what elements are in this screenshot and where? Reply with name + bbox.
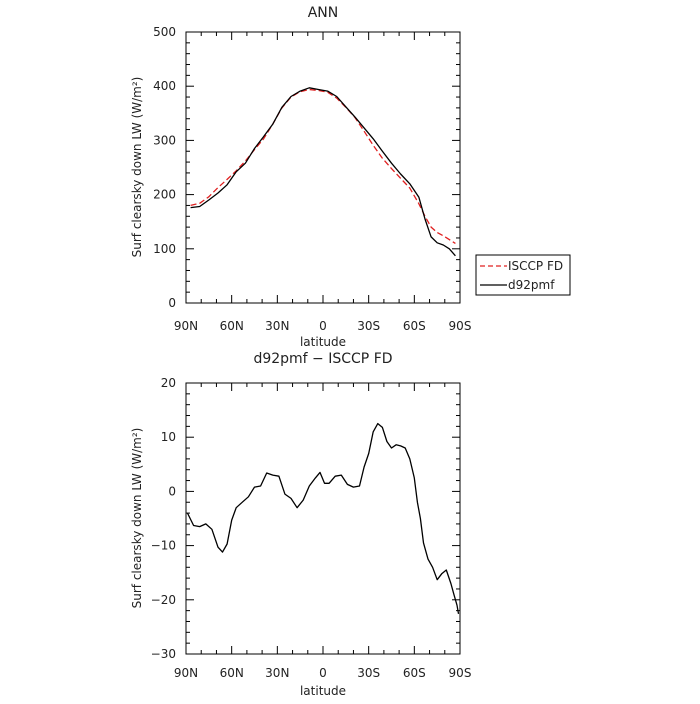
- panel1-series-line-d92pmf: [190, 87, 456, 257]
- legend-box: [475, 254, 571, 296]
- panel1-xtick-label: 0: [319, 319, 327, 333]
- panel1-ticks: [185, 31, 461, 304]
- panel2-ytick-label: −20: [151, 593, 176, 607]
- panel2-series-line-difference: [186, 422, 460, 615]
- panel1-xtick-label: 60N: [220, 319, 244, 333]
- panel1-x-axis-label: latitude: [300, 335, 346, 349]
- panel2-plot-frame: [185, 382, 461, 655]
- legend: ISCCP FD d92pmf: [475, 254, 571, 296]
- panel2-xtick-label: 30S: [357, 666, 380, 680]
- panel2-ytick-label: 0: [168, 484, 176, 498]
- legend-label-isccp: ISCCP FD: [508, 259, 563, 273]
- panel1-xtick-label: 60S: [403, 319, 426, 333]
- panel2-xtick-label: 90S: [449, 666, 472, 680]
- panel2-series-group: [186, 422, 460, 615]
- panel1-ytick-label: 400: [153, 79, 176, 93]
- panel1-series-line-isccp-fd: [190, 88, 456, 244]
- panel2-xtick-label: 0: [319, 666, 327, 680]
- panel1-xtick-label: 30N: [265, 319, 289, 333]
- panel-difference: d92pmf − ISCCP FD 90N 60N 30N 0 30S 60S …: [130, 351, 471, 698]
- panel1-ytick-label: 200: [153, 188, 176, 202]
- panel2-title: d92pmf − ISCCP FD: [253, 351, 392, 367]
- panel2-x-tick-labels: 90N 60N 30N 0 30S 60S 90S: [174, 666, 472, 680]
- panel2-x-axis-label: latitude: [300, 684, 346, 698]
- panel1-xtick-label: 90N: [174, 319, 198, 333]
- panel1-ytick-label: 0: [168, 296, 176, 310]
- panel2-ytick-label: 10: [161, 430, 176, 444]
- panel2-xtick-label: 60S: [403, 666, 426, 680]
- panel1-title: ANN: [308, 5, 339, 21]
- panel1-y-axis-label: Surf clearsky down LW (W/m²): [130, 77, 144, 258]
- panel2-ytick-label: 20: [161, 376, 176, 390]
- panel-ann: ANN 90N 60N 30N 0 30S 60S 90S 0 100 200 …: [130, 5, 571, 349]
- panel1-series-group: [190, 87, 456, 257]
- panel1-ytick-label: 300: [153, 133, 176, 147]
- panel2-y-tick-labels: −30 −20 −10 0 10 20: [151, 376, 176, 661]
- panel1-x-tick-labels: 90N 60N 30N 0 30S 60S 90S: [174, 319, 472, 333]
- panel1-y-tick-labels: 0 100 200 300 400 500: [153, 25, 176, 310]
- panel1-xtick-label: 30S: [357, 319, 380, 333]
- panel1-ytick-label: 500: [153, 25, 176, 39]
- panel1-xtick-label: 90S: [449, 319, 472, 333]
- panel2-xtick-label: 60N: [220, 666, 244, 680]
- panel2-ticks: [185, 382, 461, 655]
- panel2-ytick-label: −30: [151, 647, 176, 661]
- panel2-xtick-label: 30N: [265, 666, 289, 680]
- panel1-ytick-label: 100: [153, 242, 176, 256]
- panel1-plot-frame: [185, 31, 461, 304]
- panel2-y-axis-label: Surf clearsky down LW (W/m²): [130, 428, 144, 609]
- panel2-xtick-label: 90N: [174, 666, 198, 680]
- panel2-ytick-label: −10: [151, 539, 176, 553]
- legend-label-d92pmf: d92pmf: [508, 278, 555, 292]
